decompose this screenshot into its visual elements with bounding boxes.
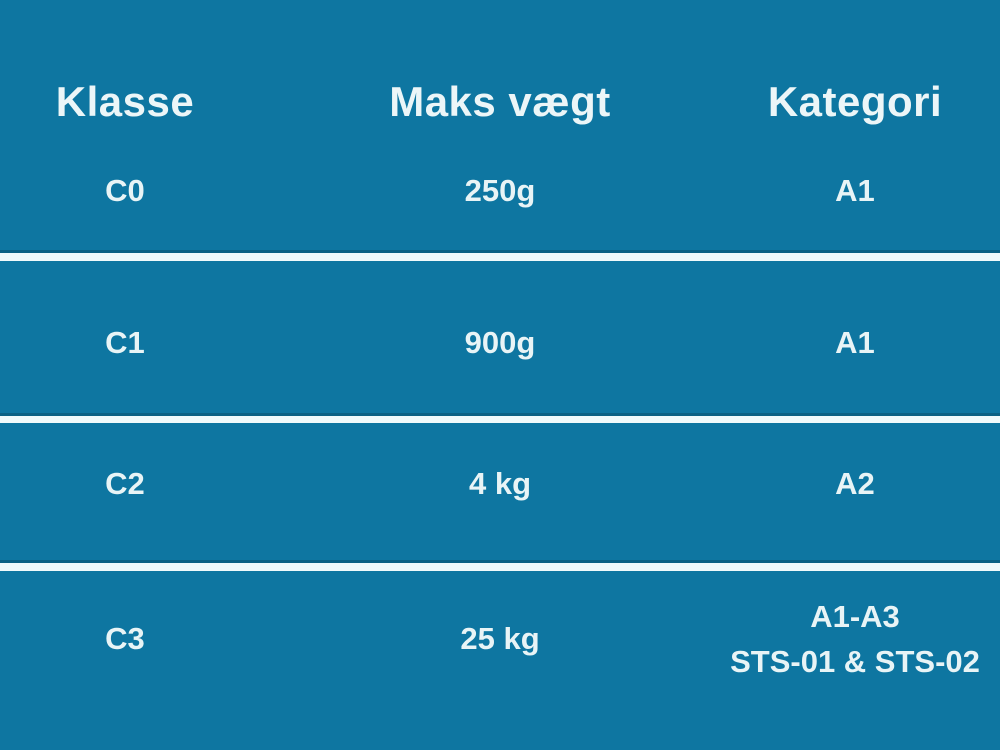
header-row: Klasse Maks vægt Kategori — [0, 78, 1000, 126]
row-divider — [0, 253, 1000, 261]
header-maks-vaegt: Maks vægt — [389, 78, 611, 125]
table-row-c3: C3 25 kg A1-A3 STS-01 & STS-02 — [0, 594, 1000, 684]
cell-klasse: C2 — [105, 466, 145, 501]
row-divider — [0, 563, 1000, 571]
header-kategori: Kategori — [767, 78, 943, 125]
kategori-line-2: STS-01 & STS-02 — [730, 644, 980, 679]
table-row-c1: C1 900g A1 — [0, 325, 1000, 361]
table-row-c0: C0 250g A1 — [0, 173, 1000, 209]
kategori-line-1: A1-A3 — [810, 599, 900, 634]
cell-maks-vaegt: 4 kg — [468, 466, 532, 501]
cell-kategori: A1 — [835, 325, 875, 360]
cell-maks-vaegt: 900g — [464, 325, 536, 360]
cell-klasse: C0 — [105, 173, 145, 208]
cell-klasse: C1 — [105, 325, 145, 360]
cell-klasse: C3 — [105, 621, 145, 656]
cell-maks-vaegt: 25 kg — [460, 621, 540, 656]
header-klasse: Klasse — [55, 78, 195, 125]
cell-maks-vaegt: 250g — [464, 173, 536, 208]
cell-kategori: A1 — [835, 173, 875, 208]
kategori-multiline: A1-A3 STS-01 & STS-02 — [730, 594, 980, 684]
row-divider — [0, 416, 1000, 423]
cell-kategori: A1-A3 STS-01 & STS-02 — [730, 594, 980, 684]
cell-kategori: A2 — [835, 466, 875, 501]
table-row-c2: C2 4 kg A2 — [0, 466, 1000, 502]
